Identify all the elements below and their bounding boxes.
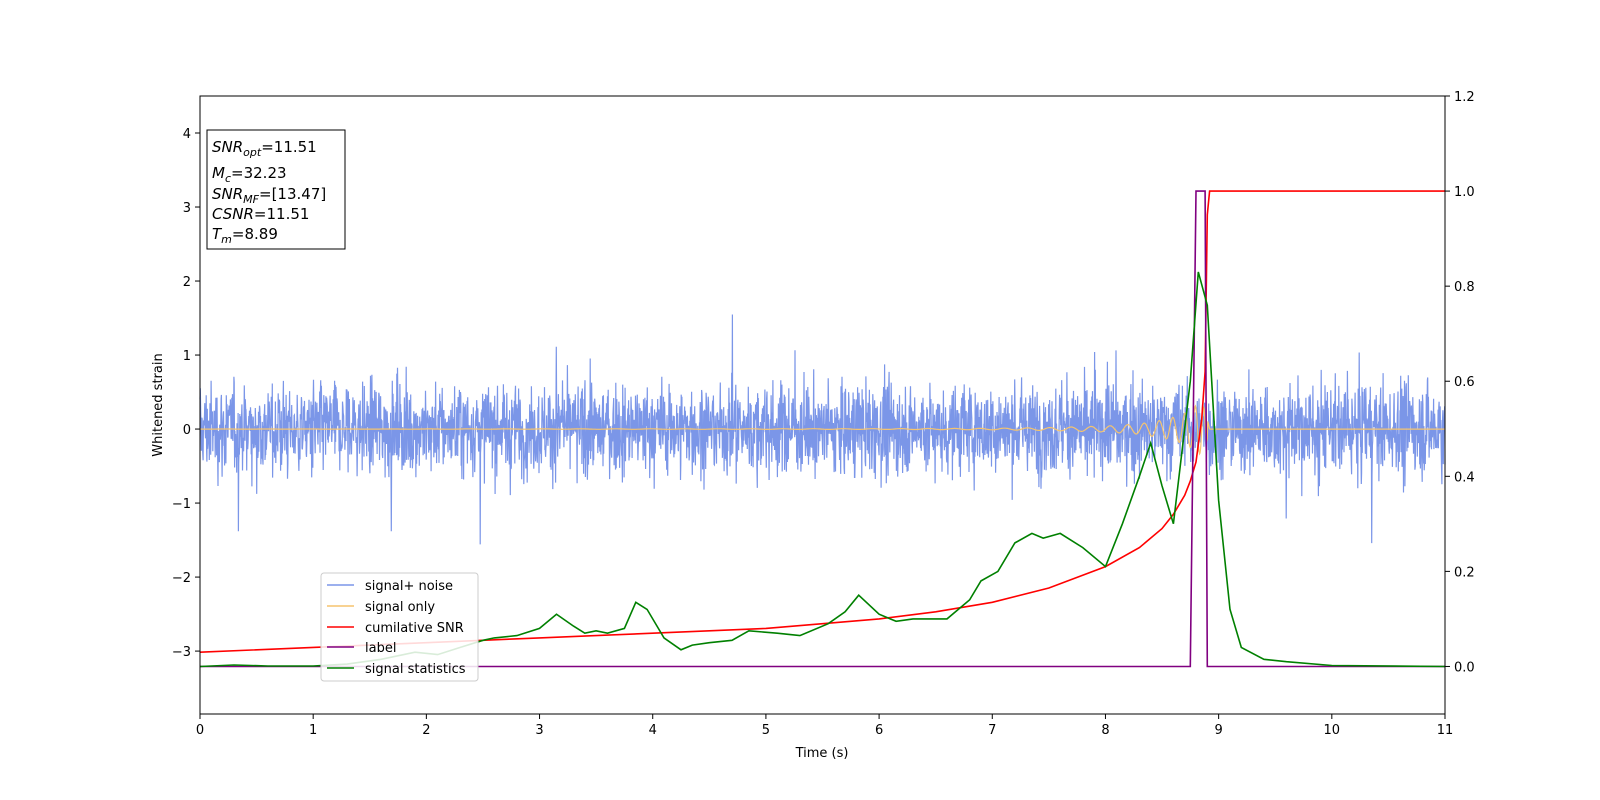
legend-item-signal-only: signal only: [327, 600, 435, 615]
annotation-frame: [206, 129, 346, 250]
plot-frame: [199, 95, 1446, 715]
x-tick-label: 7: [988, 723, 996, 738]
x-tick-label: 4: [649, 723, 657, 738]
y2-tick-label: 0.0: [1454, 660, 1475, 675]
signal-statistics-line: [199, 271, 1446, 668]
series-signal-plus-noise: [199, 314, 1446, 545]
legend-item-label: label: [327, 641, 396, 656]
y2-tick-label: 0.6: [1454, 375, 1475, 390]
y2-tick-label: 0.8: [1454, 280, 1475, 295]
y-tick-label: −3: [172, 645, 191, 660]
annotation-csnr: CSNR=11.51: [212, 205, 309, 223]
x-tick-label: 3: [535, 723, 543, 738]
x-tick-label: 2: [422, 723, 430, 738]
x-tick-label: 9: [1214, 723, 1222, 738]
y2-tick-label: 1.2: [1454, 90, 1475, 105]
y-tick-label: −2: [172, 571, 191, 586]
annotation-snr-opt: SNRopt=11.51: [212, 138, 317, 159]
label-line: [200, 190, 1445, 668]
x-tick-label: 1: [309, 723, 317, 738]
annotation-snr-mf: SNRMF=[13.47]: [212, 185, 326, 206]
x-tick-label: 6: [875, 723, 883, 738]
series-lines: [199, 190, 1446, 668]
y-tick-label: −1: [172, 497, 191, 512]
x-tick-label: 8: [1101, 723, 1109, 738]
annotation-tm: Tm=8.89: [212, 225, 278, 246]
annotation-box: SNRopt=11.51 Mc=32.23 SNRMF=[13.47] CSNR…: [206, 129, 346, 250]
x-tick-label: 11: [1437, 723, 1454, 738]
y-axis-right: 0.0 0.2 0.4 0.6 0.8 1.0 1.2: [1445, 90, 1475, 675]
legend-label: signal statistics: [365, 662, 466, 677]
legend-label: cumilative SNR: [365, 621, 464, 636]
legend-frame: [320, 572, 479, 682]
legend-label: signal+ noise: [365, 579, 453, 594]
signal-only-line: [200, 404, 1445, 456]
legend-label: signal only: [365, 600, 435, 615]
y-tick-label: 4: [183, 127, 191, 142]
legend-item-signal-plus-noise: signal+ noise: [327, 579, 453, 594]
cumilative-snr-line: [199, 190, 1445, 653]
y2-tick-label: 0.4: [1454, 470, 1475, 485]
y2-tick-label: 0.2: [1454, 565, 1475, 580]
x-axis: 0 1 2 3 4 5 6 7 8 9 10 11: [196, 714, 1453, 738]
noise-line: [199, 314, 1446, 545]
y-axis-left: −3 −2 −1 0 1 2 3 4: [172, 127, 200, 660]
y2-tick-label: 1.0: [1454, 185, 1475, 200]
y-tick-label: 2: [183, 275, 191, 290]
legend: signal+ noise signal only cumilative SNR…: [320, 572, 479, 682]
legend-label: label: [365, 641, 396, 656]
y-tick-label: 1: [183, 349, 191, 364]
x-tick-label: 10: [1324, 723, 1341, 738]
annotation-mc: Mc=32.23: [212, 164, 287, 185]
legend-item-cumilative-snr: cumilative SNR: [327, 621, 464, 636]
legend-item-signal-statistics: signal statistics: [327, 662, 466, 677]
x-tick-label: 5: [762, 723, 770, 738]
y-tick-label: 0: [183, 423, 191, 438]
x-tick-label: 0: [196, 723, 204, 738]
y-axis-label: Whitened strain: [151, 353, 166, 456]
y-tick-label: 3: [183, 201, 191, 216]
x-axis-label: Time (s): [795, 746, 849, 761]
